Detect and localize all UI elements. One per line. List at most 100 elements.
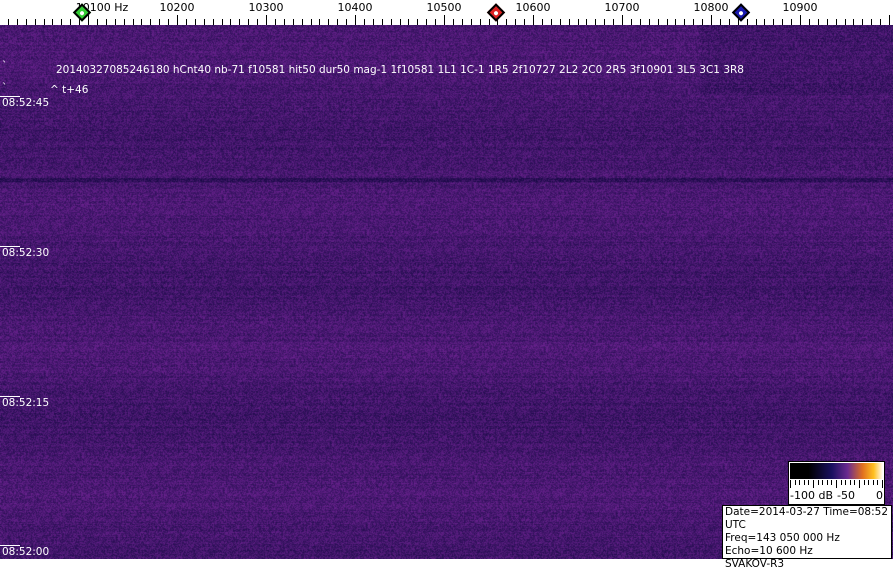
axis-tick xyxy=(506,19,507,25)
scale-label-mid: -50 xyxy=(837,489,855,502)
scale-label-max: 0 xyxy=(876,489,883,502)
axis-tick xyxy=(560,19,561,25)
axis-tick xyxy=(177,15,178,25)
axis-label: 10800 xyxy=(693,1,729,14)
axis-tick xyxy=(115,19,116,25)
axis-tick xyxy=(684,19,685,25)
detection-mark: ` xyxy=(2,60,8,72)
axis-tick xyxy=(319,19,320,25)
axis-tick xyxy=(604,19,605,25)
axis-tick xyxy=(764,19,765,25)
axis-tick xyxy=(257,19,258,25)
offset-mark: ` xyxy=(2,82,8,94)
axis-tick xyxy=(862,19,863,25)
axis-tick xyxy=(337,19,338,25)
axis-tick xyxy=(213,19,214,25)
axis-tick xyxy=(35,19,36,25)
color-gradient xyxy=(790,463,883,479)
axis-tick xyxy=(239,19,240,25)
axis-tick xyxy=(230,19,231,25)
frequency: Freq=143 050 000 Hz xyxy=(725,532,840,544)
axis-tick xyxy=(275,19,276,25)
axis-tick xyxy=(444,15,445,25)
axis-tick xyxy=(711,15,712,25)
axis-tick xyxy=(61,19,62,25)
scale-label-min: -100 dB xyxy=(790,489,833,502)
axis-tick xyxy=(141,19,142,25)
axis-tick xyxy=(88,15,89,25)
axis-tick xyxy=(631,19,632,25)
axis-tick xyxy=(293,19,294,25)
time-label: 08:52:00 xyxy=(2,546,50,558)
axis-tick xyxy=(818,19,819,25)
axis-label: 10200 xyxy=(159,1,195,14)
axis-tick xyxy=(791,19,792,25)
axis-tick xyxy=(836,19,837,25)
axis-tick xyxy=(311,19,312,25)
axis-tick xyxy=(551,19,552,25)
axis-tick xyxy=(880,19,881,25)
axis-tick xyxy=(782,19,783,25)
axis-tick xyxy=(595,19,596,25)
axis-tick xyxy=(524,19,525,25)
axis-tick xyxy=(658,19,659,25)
axis-tick xyxy=(667,19,668,25)
axis-tick xyxy=(497,19,498,25)
axis-label: 10900 xyxy=(782,1,818,14)
axis-tick xyxy=(391,19,392,25)
axis-tick xyxy=(328,19,329,25)
axis-tick xyxy=(408,19,409,25)
axis-tick xyxy=(79,19,80,25)
axis-tick xyxy=(44,19,45,25)
axis-tick xyxy=(17,19,18,25)
station-name: SVAKOV-R3 xyxy=(725,558,785,570)
axis-tick xyxy=(889,15,890,25)
axis-tick xyxy=(800,15,801,25)
axis-label: 10500 xyxy=(426,1,462,14)
axis-tick xyxy=(471,19,472,25)
axis-label: 10600 xyxy=(515,1,551,14)
axis-tick xyxy=(382,19,383,25)
axis-tick xyxy=(159,19,160,25)
axis-tick xyxy=(871,19,872,25)
axis-tick xyxy=(747,19,748,25)
axis-tick xyxy=(97,19,98,25)
axis-tick xyxy=(168,19,169,25)
axis-tick xyxy=(284,19,285,25)
axis-tick xyxy=(702,19,703,25)
axis-tick xyxy=(266,15,267,25)
axis-tick xyxy=(675,19,676,25)
axis-tick xyxy=(462,19,463,25)
axis-tick xyxy=(853,19,854,25)
axis-tick xyxy=(106,19,107,25)
axis-tick xyxy=(417,19,418,25)
axis-tick xyxy=(26,19,27,25)
time-label: 08:52:15 xyxy=(2,397,50,409)
axis-tick xyxy=(578,19,579,25)
time-label: 08:52:45 xyxy=(2,97,50,109)
echo-frequency: Echo=10 600 Hz xyxy=(725,545,813,557)
axis-tick xyxy=(773,19,774,25)
axis-tick xyxy=(480,19,481,25)
axis-tick xyxy=(489,19,490,25)
time-label: 08:52:30 xyxy=(2,247,50,259)
axis-tick xyxy=(533,15,534,25)
axis-label: 10300 xyxy=(248,1,284,14)
detection-info: 20140327085246180 hCnt40 nb-71 f10581 hi… xyxy=(56,64,744,76)
axis-tick xyxy=(302,19,303,25)
axis-tick xyxy=(756,19,757,25)
axis-tick xyxy=(569,19,570,25)
axis-tick xyxy=(542,19,543,25)
axis-tick xyxy=(515,19,516,25)
axis-tick xyxy=(426,19,427,25)
axis-tick xyxy=(613,19,614,25)
axis-tick xyxy=(52,19,53,25)
axis-tick xyxy=(195,19,196,25)
axis-tick xyxy=(373,19,374,25)
axis-tick xyxy=(186,19,187,25)
info-box: Date=2014-03-27 Time=08:52 UTC Freq=143 … xyxy=(722,505,892,570)
axis-tick xyxy=(346,19,347,25)
axis-tick xyxy=(729,19,730,25)
spectrogram[interactable] xyxy=(0,25,893,559)
axis-tick xyxy=(204,19,205,25)
